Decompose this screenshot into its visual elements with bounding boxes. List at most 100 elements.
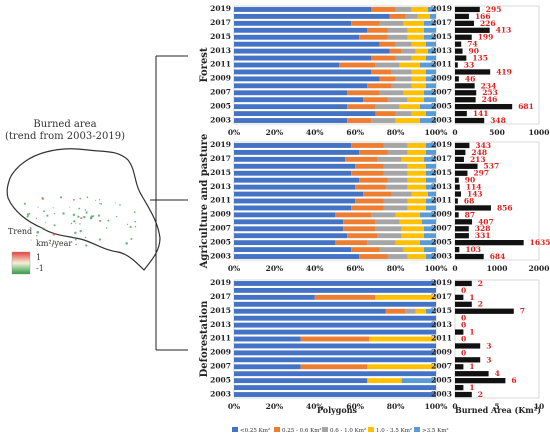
stack-bar-segment xyxy=(403,90,424,96)
panel-label: Deforestation xyxy=(199,300,210,377)
stack-bar-segment xyxy=(387,149,408,155)
burn-value-label: 103 xyxy=(465,245,481,254)
trend-dot xyxy=(85,211,88,214)
stack-bar-segment xyxy=(234,104,348,110)
burn-bar xyxy=(455,117,485,124)
trend-dot xyxy=(105,227,108,229)
stack-year-label: 2007 xyxy=(210,224,231,233)
burn-year-label: 2013 xyxy=(431,182,452,191)
stack-bar-segment xyxy=(234,191,364,197)
stack-bar-segment xyxy=(379,76,396,82)
trend-dot xyxy=(98,199,101,201)
burn-bar xyxy=(455,198,458,204)
trend-dot xyxy=(41,244,43,246)
stack-bar-segment xyxy=(359,254,388,259)
stack-bar-segment xyxy=(359,177,388,183)
stack-year-label: 2015 xyxy=(210,168,231,177)
burn-value-label: 0 xyxy=(461,286,466,295)
burn-year-label: 2017 xyxy=(431,154,452,163)
stack-bar-segment xyxy=(234,212,335,218)
burn-value-label: 199 xyxy=(478,33,494,42)
stack-bar-segment xyxy=(425,69,436,75)
stack-bar-segment xyxy=(423,34,436,40)
stack-bar-segment xyxy=(401,48,416,54)
stack-bar-segment xyxy=(423,233,436,239)
stack-bar-segment xyxy=(234,226,344,232)
burn-bar xyxy=(455,142,470,149)
stack-x-tick: 40% xyxy=(306,402,324,411)
stack-bar-segment xyxy=(387,254,408,259)
burn-bar xyxy=(455,177,459,183)
trend-dot xyxy=(37,206,39,208)
stack-bar-segment xyxy=(234,364,301,370)
stack-bar-segment xyxy=(371,55,396,61)
trend-dot xyxy=(86,196,89,198)
stack-bar-segment xyxy=(395,76,412,82)
stack-bar-segment xyxy=(407,254,426,259)
trend-dot xyxy=(26,213,30,216)
stack-bar-segment xyxy=(417,13,430,19)
stack-x-tick: 0% xyxy=(228,402,240,411)
stack-bar-segment xyxy=(423,90,436,96)
burn-x-tick: 1000 xyxy=(487,264,508,273)
stack-year-label: 2011 xyxy=(210,334,231,343)
burn-value-label: 681 xyxy=(518,102,534,111)
stack-bar-segment xyxy=(425,198,436,204)
stack-bar-segment xyxy=(234,240,335,246)
trend-dot xyxy=(45,221,47,223)
stack-bar-segment xyxy=(347,104,376,110)
burn-x-tick: 500 xyxy=(489,128,505,137)
stack-bar-segment xyxy=(347,90,380,96)
stack-bar-segment xyxy=(407,198,426,204)
trend-dot xyxy=(134,220,137,223)
burn-year-label: 2007 xyxy=(431,362,452,371)
trend-dot xyxy=(23,202,26,205)
trend-dot xyxy=(70,222,73,225)
class-legend-label: >3.5 Km² xyxy=(422,427,449,434)
stack-bar-segment xyxy=(425,184,436,190)
stack-x-axis-label: Polygons xyxy=(317,405,358,415)
stack-year-label: 2019 xyxy=(210,278,231,287)
trend-dot xyxy=(89,216,93,220)
stack-year-label: 2003 xyxy=(210,389,231,398)
stack-bar-segment xyxy=(375,104,400,110)
stack-bar-segment xyxy=(234,371,436,377)
stack-year-label: 2005 xyxy=(210,237,231,246)
burn-year-label: 2009 xyxy=(431,348,452,357)
burn-value-label: 297 xyxy=(473,169,489,178)
burn-bar xyxy=(455,280,472,287)
stack-bar-segment xyxy=(395,240,420,246)
burn-year-label: 2019 xyxy=(431,278,452,287)
stack-bar-segment xyxy=(395,7,412,12)
stack-bar-segment xyxy=(407,177,426,183)
burn-year-label: 2017 xyxy=(431,18,452,27)
stack-bar-segment xyxy=(234,184,356,190)
trend-dot xyxy=(73,198,75,201)
stack-bar-segment xyxy=(385,184,408,190)
stack-bar-segment xyxy=(234,170,352,176)
stack-year-label: 2003 xyxy=(210,115,231,124)
trend-dot xyxy=(84,236,87,239)
stack-year-label: 2009 xyxy=(210,210,231,219)
stack-bar-segment xyxy=(385,308,406,314)
burn-value-label: 407 xyxy=(478,217,494,226)
burn-bar xyxy=(455,391,472,398)
stack-bar-segment xyxy=(387,34,408,40)
stack-bar-segment xyxy=(234,143,352,148)
trend-dot xyxy=(78,207,81,210)
stack-bar-segment xyxy=(234,247,352,253)
trend-dot xyxy=(134,225,137,228)
stack-bar-segment xyxy=(395,41,412,47)
trend-dot xyxy=(125,242,128,245)
burn-bar xyxy=(455,384,464,391)
stack-bar-segment xyxy=(351,143,384,148)
trend-dot xyxy=(62,212,65,215)
stack-bar-segment xyxy=(375,226,402,232)
burn-year-label: 2007 xyxy=(431,224,452,233)
stack-bar-segment xyxy=(425,111,436,117)
burn-value-label: 68 xyxy=(464,196,474,205)
burn-value-label: 856 xyxy=(497,203,513,212)
stack-bar-segment xyxy=(383,163,408,169)
stack-bar-segment xyxy=(425,149,436,155)
